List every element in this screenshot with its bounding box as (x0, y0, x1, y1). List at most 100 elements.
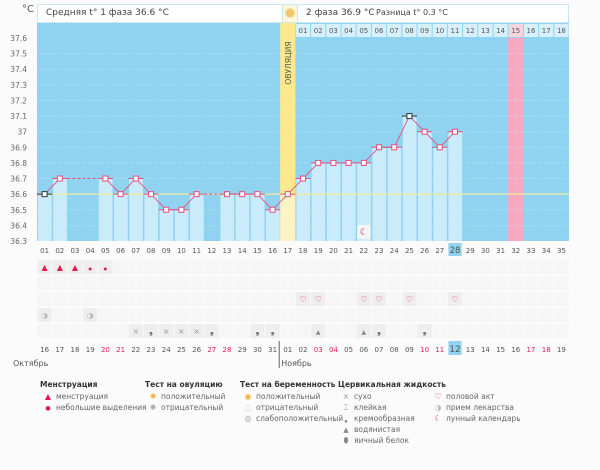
y-tick-label: 37.5 (10, 50, 27, 59)
event-cell (478, 260, 493, 274)
phase2-day-cell (341, 24, 356, 37)
event-cell (478, 276, 493, 290)
event-cell (387, 260, 402, 274)
event-cell (174, 260, 189, 274)
sex-cell (371, 292, 387, 306)
temperature-bar (311, 162, 326, 241)
legend-cervical: Цервикальная жидкость × сухо ⌶ клейкая ❟ кр… (338, 380, 446, 446)
temperature-bar (357, 162, 371, 241)
event-cell (356, 276, 371, 290)
event-cell (493, 292, 508, 306)
event-cell (447, 276, 463, 290)
event-cell (143, 260, 159, 274)
event-cell (159, 308, 174, 322)
event-cell (523, 292, 539, 306)
event-cell (143, 292, 159, 306)
cervical-cell (159, 324, 174, 338)
event-cell (189, 260, 204, 274)
cycle-day-label: 17 (283, 247, 292, 255)
event-cell (265, 308, 280, 322)
moon-icon: ☾ (360, 228, 368, 238)
cervical-cell (311, 324, 326, 338)
legend-title: Тест на беременность (240, 380, 336, 389)
event-cell (265, 276, 280, 290)
creamy-icon: ❟ (377, 326, 381, 337)
temperature-point (102, 175, 109, 182)
date-label: 28 (223, 346, 232, 354)
event-cell (508, 276, 523, 290)
cycle-day-label: 13 (223, 247, 232, 255)
heart-icon: ♡ (406, 295, 413, 304)
event-cell (52, 308, 67, 322)
sex-cell (311, 292, 326, 306)
date-label: 18 (542, 346, 551, 354)
legend-item: клейкая (354, 403, 387, 412)
event-cell (341, 324, 356, 338)
phase2-day-label: 16 (527, 27, 536, 35)
cervical-cell (250, 324, 265, 338)
cycle-day-label: 08 (147, 247, 156, 255)
cycle-day-label: 15 (253, 247, 262, 255)
date-label: 08 (390, 346, 399, 354)
phase2-day-cell (402, 24, 417, 37)
y-tick-label: 37.4 (10, 65, 27, 74)
event-cell (417, 308, 432, 322)
legend-item: отрицательный (161, 403, 224, 412)
phase2-day-cell (554, 24, 569, 37)
event-cell (174, 292, 189, 306)
bbt-chart: 01 02 03 04 05 06 07 08 09 10 11 12 13 14 15 16 17 18 37.6… (10, 23, 569, 368)
cycle-day-label: 06 (116, 247, 125, 255)
y-tick-label: 36.6 (10, 190, 27, 199)
temperature-point (421, 128, 428, 135)
y-tick-label: 37.6 (10, 34, 27, 43)
legend-item: отрицательный (256, 403, 319, 412)
event-cell (387, 276, 402, 290)
temperature-point (376, 144, 382, 151)
event-cell (341, 276, 356, 290)
event-cell (356, 260, 371, 274)
event-cell (523, 260, 539, 274)
event-cell (493, 260, 508, 274)
event-cell (250, 276, 265, 290)
medication-cell (37, 308, 52, 322)
menstruation-icon: ▲ (44, 392, 52, 401)
date-label: 31 (268, 346, 277, 354)
creamy-icon: ❟ (423, 326, 427, 337)
event-cell (508, 324, 523, 338)
date-label: 04 (329, 346, 338, 354)
event-cell (463, 292, 478, 306)
phase2-day-label: 06 (375, 27, 384, 35)
date-label: 10 (420, 346, 429, 354)
temperature-point (193, 191, 200, 198)
date-label: 16 (511, 346, 520, 354)
cycle-day-label: 29 (466, 247, 475, 255)
cycle-day-label: 34 (542, 247, 551, 255)
sex-cell (402, 292, 417, 306)
event-cell (432, 308, 447, 322)
temperature-bar (144, 194, 159, 241)
heart-icon: ♡ (299, 295, 306, 304)
legend-item: водянистая (354, 425, 401, 434)
event-cell (311, 276, 326, 290)
event-cell (159, 276, 174, 290)
event-cell (508, 308, 523, 322)
event-cell (37, 324, 52, 338)
today-date-highlight (448, 341, 462, 355)
dry-icon: × (163, 327, 170, 336)
temperature-point (406, 113, 413, 120)
date-label: 13 (466, 346, 475, 354)
temperature-bar (235, 194, 250, 241)
event-cell (189, 308, 204, 322)
spotting-icon: ● (45, 405, 51, 412)
event-cell (250, 292, 265, 306)
event-cell (219, 260, 235, 274)
sticky-icon: ⌶ (343, 403, 349, 412)
event-cell (250, 308, 265, 322)
event-cell (417, 276, 432, 290)
legend-item: положительный (256, 392, 321, 401)
event-cell (463, 308, 478, 322)
date-label: 16 (40, 346, 49, 354)
temperature-difference: Разница t° 0.3 °C (376, 8, 448, 17)
event-cell (52, 276, 67, 290)
event-cell (493, 324, 508, 338)
